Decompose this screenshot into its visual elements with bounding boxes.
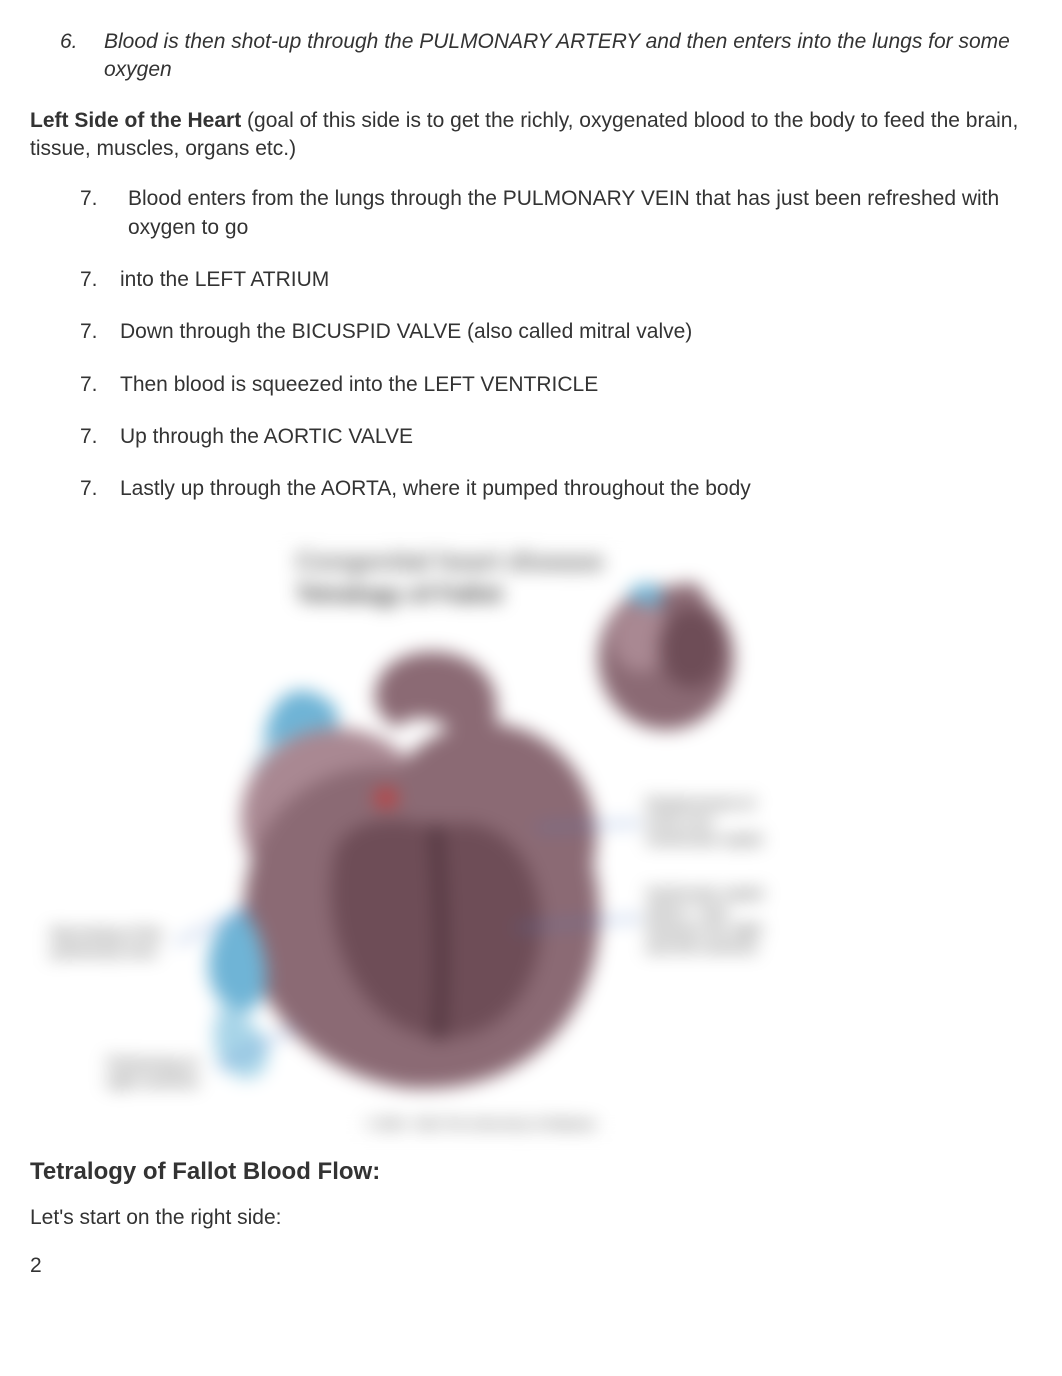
- list-item: 7. Up through the AORTIC VALVE: [30, 423, 1032, 451]
- diagram-title-1: Congenital heart disease: [296, 546, 604, 576]
- svg-text:aorta over: aorta over: [646, 813, 714, 829]
- list-item: 7. Down through the BICUSPID VALVE (also …: [30, 318, 1032, 346]
- svg-text:Narrowing of the: Narrowing of the: [51, 925, 162, 941]
- page-number: 2: [30, 1254, 1032, 1278]
- svg-text:pulmonary tract: pulmonary tract: [51, 943, 157, 959]
- list-text: into the LEFT ATRIUM: [120, 268, 329, 291]
- svg-text:defect - hole: defect - hole: [646, 903, 729, 919]
- numbered-italic-step: 6. Blood is then shot-up through the PUL…: [30, 28, 1032, 85]
- list-marker: 7.: [80, 423, 98, 451]
- section-heading: Tetralogy of Fallot Blood Flow:: [30, 1158, 1032, 1186]
- list-item: 7. Then blood is squeezed into the LEFT V…: [30, 371, 1032, 399]
- list-text: Blood enters from the lungs through the …: [128, 187, 999, 238]
- list-item: 7. into the LEFT ATRIUM: [30, 266, 1032, 294]
- list-marker: 7.: [80, 475, 98, 503]
- list-marker: 7.: [80, 371, 98, 399]
- steps-list: 7. Blood enters from the lungs through th…: [30, 185, 1032, 503]
- list-item: 7. Blood enters from the lungs through th…: [30, 185, 1032, 242]
- list-text: Down through the BICUSPID VALVE (also ca…: [120, 320, 692, 343]
- svg-text:Thickening of: Thickening of: [106, 1055, 197, 1071]
- list-marker: 7.: [80, 318, 98, 346]
- svg-text:and left ventricle: and left ventricle: [646, 939, 757, 955]
- list-text: Lastly up through the AORTA, where it pu…: [120, 477, 751, 500]
- diagram-credit: © 2010 - 2011 The University of Alabama: [366, 1117, 595, 1131]
- svg-text:ventricular septal: ventricular septal: [646, 831, 762, 847]
- lets-start-text: Let's start on the right side:: [30, 1204, 1032, 1232]
- heart-diagram: Congenital heart disease Tetralogy of Fa…: [36, 528, 856, 1138]
- list-text: Then blood is squeezed into the LEFT VEN…: [120, 373, 598, 396]
- svg-text:between the right: between the right: [646, 921, 762, 937]
- step-text: Blood is then shot-up through the PULMON…: [104, 30, 1010, 81]
- step-number: 6.: [60, 28, 78, 56]
- diagram-title-2: Tetralogy of Fallot: [296, 581, 502, 608]
- svg-text:Displacement of: Displacement of: [646, 795, 754, 811]
- heart-diagram-container: Congenital heart disease Tetralogy of Fa…: [30, 528, 1032, 1138]
- list-marker: 7.: [80, 266, 98, 294]
- list-text: Up through the AORTIC VALVE: [120, 425, 413, 448]
- list-item: 7. Lastly up through the AORTA, where it …: [30, 475, 1032, 503]
- svg-text:Ventricular septal: Ventricular septal: [646, 885, 763, 901]
- left-side-paragraph: Left Side of the Heart (goal of this sid…: [30, 107, 1032, 164]
- list-marker: 7.: [80, 185, 98, 213]
- left-side-bold-lead: Left Side of the Heart: [30, 109, 241, 132]
- svg-text:right ventricle: right ventricle: [106, 1073, 199, 1089]
